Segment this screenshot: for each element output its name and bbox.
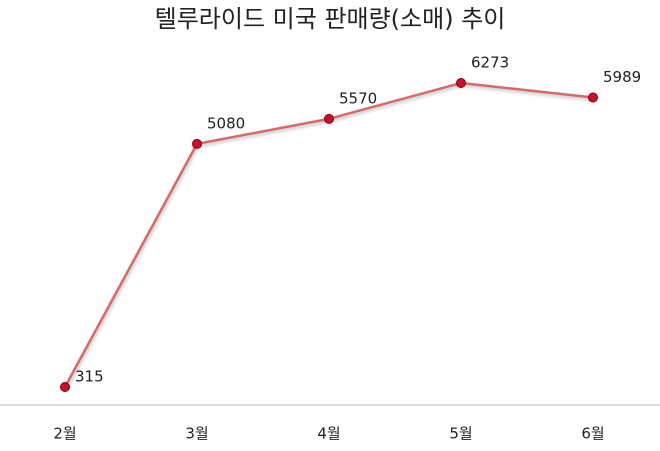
marker <box>456 78 466 88</box>
marker <box>588 92 598 103</box>
x-tick-label: 5월 <box>449 425 472 443</box>
data-label: 5080 <box>207 114 245 132</box>
x-tick-label: 3월 <box>185 425 208 443</box>
marker <box>324 113 334 124</box>
line <box>63 81 594 388</box>
data-label: 6273 <box>471 54 509 72</box>
chart-title: 텔루라이드 미국 판매량(소매) 추이 <box>155 5 506 33</box>
data-label: 315 <box>75 368 104 386</box>
marker <box>192 138 202 149</box>
x-tick-label: 4월 <box>317 425 340 443</box>
data-label: 5570 <box>339 89 377 107</box>
data-label: 5989 <box>603 68 641 86</box>
x-tick-label: 6월 <box>581 425 604 443</box>
marker <box>60 382 70 392</box>
x-tick-label: 2월 <box>53 425 76 443</box>
